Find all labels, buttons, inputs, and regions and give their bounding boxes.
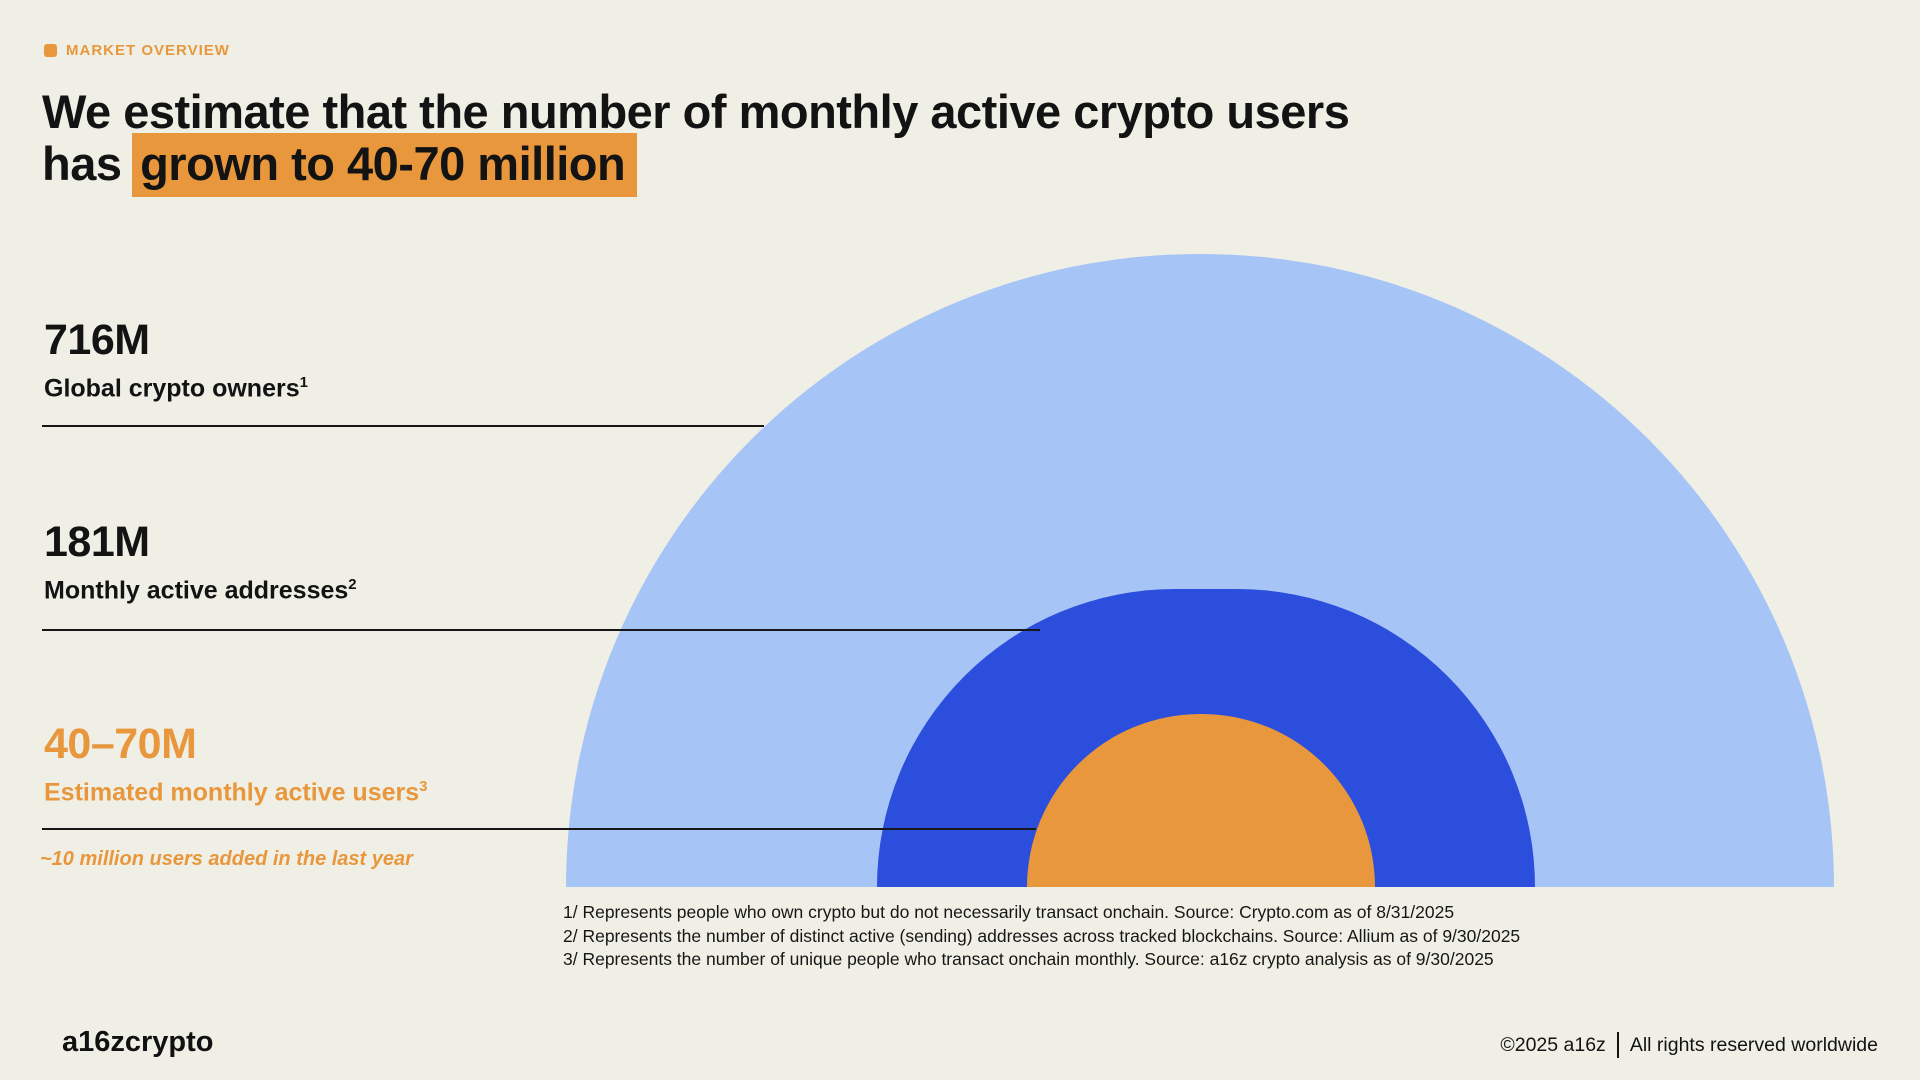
growth-annotation: ~10 million users added in the last year <box>40 848 413 870</box>
footnotes: 1/ Represents people who own crypto but … <box>563 901 1520 972</box>
footnote-line-1: 1/ Represents people who own crypto but … <box>563 902 1455 922</box>
leader-line-active-users <box>42 828 1036 830</box>
stat-estimated-monthly-active-users: 40–70M Estimated monthly active users3 <box>44 720 427 807</box>
stat-label: Estimated monthly active users3 <box>44 778 427 807</box>
stat-label-text: Global crypto owners <box>44 374 300 403</box>
footer-separator <box>1616 1032 1619 1058</box>
stat-label: Monthly active addresses2 <box>44 576 357 605</box>
a16zcrypto-logo: a16zcrypto <box>62 1026 214 1058</box>
stat-label: Global crypto owners1 <box>44 374 308 403</box>
eyebrow-square-icon <box>44 44 57 57</box>
rights-text: All rights reserved worldwide <box>1629 1033 1878 1056</box>
stat-monthly-active-addresses: 181M Monthly active addresses2 <box>44 518 357 605</box>
stat-global-crypto-owners: 716M Global crypto owners1 <box>44 316 308 403</box>
leader-line-owners <box>42 425 764 427</box>
footnote-superscript: 2 <box>348 576 357 593</box>
stat-label-text: Estimated monthly active users <box>44 778 420 807</box>
footnote-line-3: 3/ Represents the number of unique peopl… <box>563 949 1494 969</box>
footnote-line-2: 2/ Represents the number of distinct act… <box>563 925 1521 946</box>
footer-copyright: ©2025 a16z All rights reserved worldwide <box>1500 1032 1878 1058</box>
title-highlight: grown to 40-70 million <box>132 133 638 197</box>
page-title: We estimate that the number of monthly a… <box>42 85 1542 197</box>
title-line2-prefix: has <box>42 137 122 190</box>
stat-label-text: Monthly active addresses <box>44 576 349 605</box>
stat-value: 181M <box>44 518 150 566</box>
stat-value: 716M <box>44 316 150 364</box>
title-line1: We estimate that the number of monthly a… <box>42 85 1350 138</box>
footnote-superscript: 3 <box>419 778 428 795</box>
copyright-text: ©2025 a16z <box>1500 1033 1606 1056</box>
leader-line-addresses <box>42 629 1040 631</box>
section-eyebrow: MARKET OVERVIEW <box>44 42 230 59</box>
eyebrow-label: MARKET OVERVIEW <box>66 42 230 59</box>
footnote-superscript: 1 <box>299 374 308 391</box>
stat-value: 40–70M <box>44 720 197 768</box>
